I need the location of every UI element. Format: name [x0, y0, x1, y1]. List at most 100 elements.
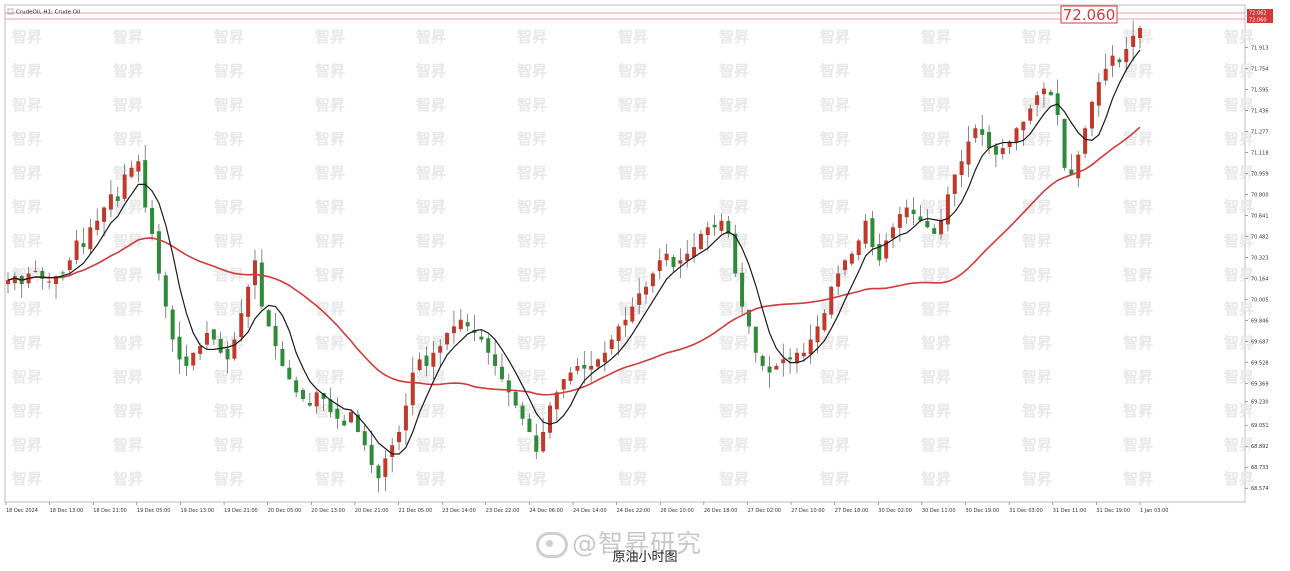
watermark-100: 智昇 — [921, 266, 951, 284]
watermark-129: 智昇 — [1224, 334, 1254, 352]
candle-body-130 — [897, 214, 902, 228]
candle-body-49 — [342, 420, 347, 426]
candle-body-136 — [939, 220, 944, 235]
watermark-87: 智昇 — [921, 232, 951, 250]
watermark-172: 智昇 — [315, 470, 345, 488]
y-tick-label-13: 69.846 — [1251, 318, 1269, 324]
watermark-74: 智昇 — [921, 198, 951, 216]
candle-body-33 — [232, 339, 237, 359]
watermark-128: 智昇 — [1123, 334, 1153, 352]
watermark-19: 智昇 — [618, 62, 648, 80]
candle-body-164 — [1131, 35, 1136, 47]
candle-body-116 — [801, 352, 806, 357]
candle-body-118 — [815, 326, 820, 343]
watermark-166: 智昇 — [1022, 436, 1052, 454]
watermark-150: 智昇 — [719, 402, 749, 420]
watermark-136: 智昇 — [618, 368, 648, 386]
watermark-143: 智昇 — [12, 402, 42, 420]
watermark-67: 智昇 — [214, 198, 244, 216]
x-tick-label-5: 19 Dec 21:00 — [224, 508, 258, 514]
watermark-13: 智昇 — [12, 62, 42, 80]
watermark-58: 智昇 — [618, 164, 648, 182]
price-tag-1 — [1247, 9, 1273, 16]
candle-body-25 — [177, 336, 182, 360]
watermark-92: 智昇 — [113, 266, 143, 284]
y-tick-label-18: 69.051 — [1251, 423, 1269, 429]
watermark-26: 智昇 — [12, 96, 42, 114]
x-tick-label-11: 23 Dec 22:00 — [486, 508, 520, 514]
watermark-20: 智昇 — [719, 62, 749, 80]
y-axis: 71.913 71.754 71.595 71.436 71.277 71.118 70.9… — [1245, 45, 1269, 492]
candle-body-46 — [321, 393, 326, 399]
watermark-97: 智昇 — [618, 266, 648, 284]
candle-body-10 — [74, 240, 79, 260]
watermark-35: 智昇 — [921, 96, 951, 114]
candle-body-11 — [81, 243, 86, 248]
watermark-50: 智昇 — [1123, 130, 1153, 148]
watermark-6: 智昇 — [618, 28, 648, 46]
y-tick-label-6: 70.959 — [1251, 171, 1269, 177]
watermark-93: 智昇 — [214, 266, 244, 284]
candle-body-138 — [952, 174, 957, 194]
candle-body-8 — [60, 272, 65, 274]
candle-body-90 — [623, 319, 628, 326]
x-tick-label-6: 20 Dec 05:00 — [268, 508, 302, 514]
watermark-135: 智昇 — [517, 368, 547, 386]
candle-body-74 — [513, 391, 518, 406]
candle-body-162 — [1117, 59, 1122, 63]
price-tag-2-text: 72.060 — [1249, 18, 1267, 24]
candle-body-50 — [349, 412, 354, 423]
candle-body-48 — [335, 408, 340, 419]
watermark-69: 智昇 — [416, 198, 446, 216]
candle-body-17 — [122, 174, 127, 199]
watermark-49: 智昇 — [1022, 130, 1052, 148]
candle-body-119 — [822, 313, 827, 331]
chart-title: CrudeOil, H1: Crude Oil — [16, 10, 81, 16]
watermark-30: 智昇 — [416, 96, 446, 114]
candle-body-44 — [307, 402, 312, 406]
watermark-115: 智昇 — [1123, 300, 1153, 318]
candle-body-59 — [410, 372, 415, 406]
x-tick-label-19: 27 Dec 18:00 — [835, 508, 869, 514]
candle-body-55 — [383, 458, 388, 477]
x-tick-label-16: 26 Dec 18:00 — [704, 508, 738, 514]
candle-body-132 — [911, 209, 916, 215]
watermark-37: 智昇 — [1123, 96, 1153, 114]
candle-body-160 — [1103, 68, 1108, 81]
candle-body-77 — [534, 435, 539, 452]
candle-body-31 — [218, 338, 223, 353]
candle-body-61 — [424, 355, 429, 366]
candle-body-29 — [204, 332, 209, 345]
candle-body-163 — [1124, 49, 1129, 63]
symbol-icon — [7, 8, 14, 15]
candle-body-114 — [788, 357, 793, 360]
candle-body-141 — [973, 128, 978, 139]
x-tick-label-25: 31 Dec 19:00 — [1096, 508, 1130, 514]
watermark-180: 智昇 — [1123, 470, 1153, 488]
watermark-0: 智昇 — [12, 28, 42, 46]
x-tick-label-14: 24 Dec 22:00 — [617, 508, 651, 514]
watermark-89: 智昇 — [1123, 232, 1153, 250]
candle-body-112 — [774, 365, 779, 370]
candle-body-5 — [40, 270, 45, 279]
watermark-54: 智昇 — [214, 164, 244, 182]
watermark-48: 智昇 — [921, 130, 951, 148]
candle-body-148 — [1021, 121, 1026, 131]
y-tick-label-8: 70.641 — [1251, 213, 1269, 219]
watermark-107: 智昇 — [315, 300, 345, 318]
candle-body-34 — [239, 313, 244, 338]
watermark-61: 智昇 — [921, 164, 951, 182]
candle-body-7 — [54, 276, 59, 285]
watermark-15: 智昇 — [214, 62, 244, 80]
candle-body-104 — [719, 220, 724, 231]
y-tick-label-15: 69.528 — [1251, 360, 1269, 366]
candle-body-75 — [520, 405, 525, 419]
watermark-34: 智昇 — [820, 96, 850, 114]
candle-body-97 — [671, 256, 676, 267]
watermark-176: 智昇 — [719, 470, 749, 488]
watermark-109: 智昇 — [517, 300, 547, 318]
watermark-162: 智昇 — [618, 436, 648, 454]
candle-body-64 — [445, 332, 450, 345]
candle-body-154 — [1062, 118, 1067, 168]
